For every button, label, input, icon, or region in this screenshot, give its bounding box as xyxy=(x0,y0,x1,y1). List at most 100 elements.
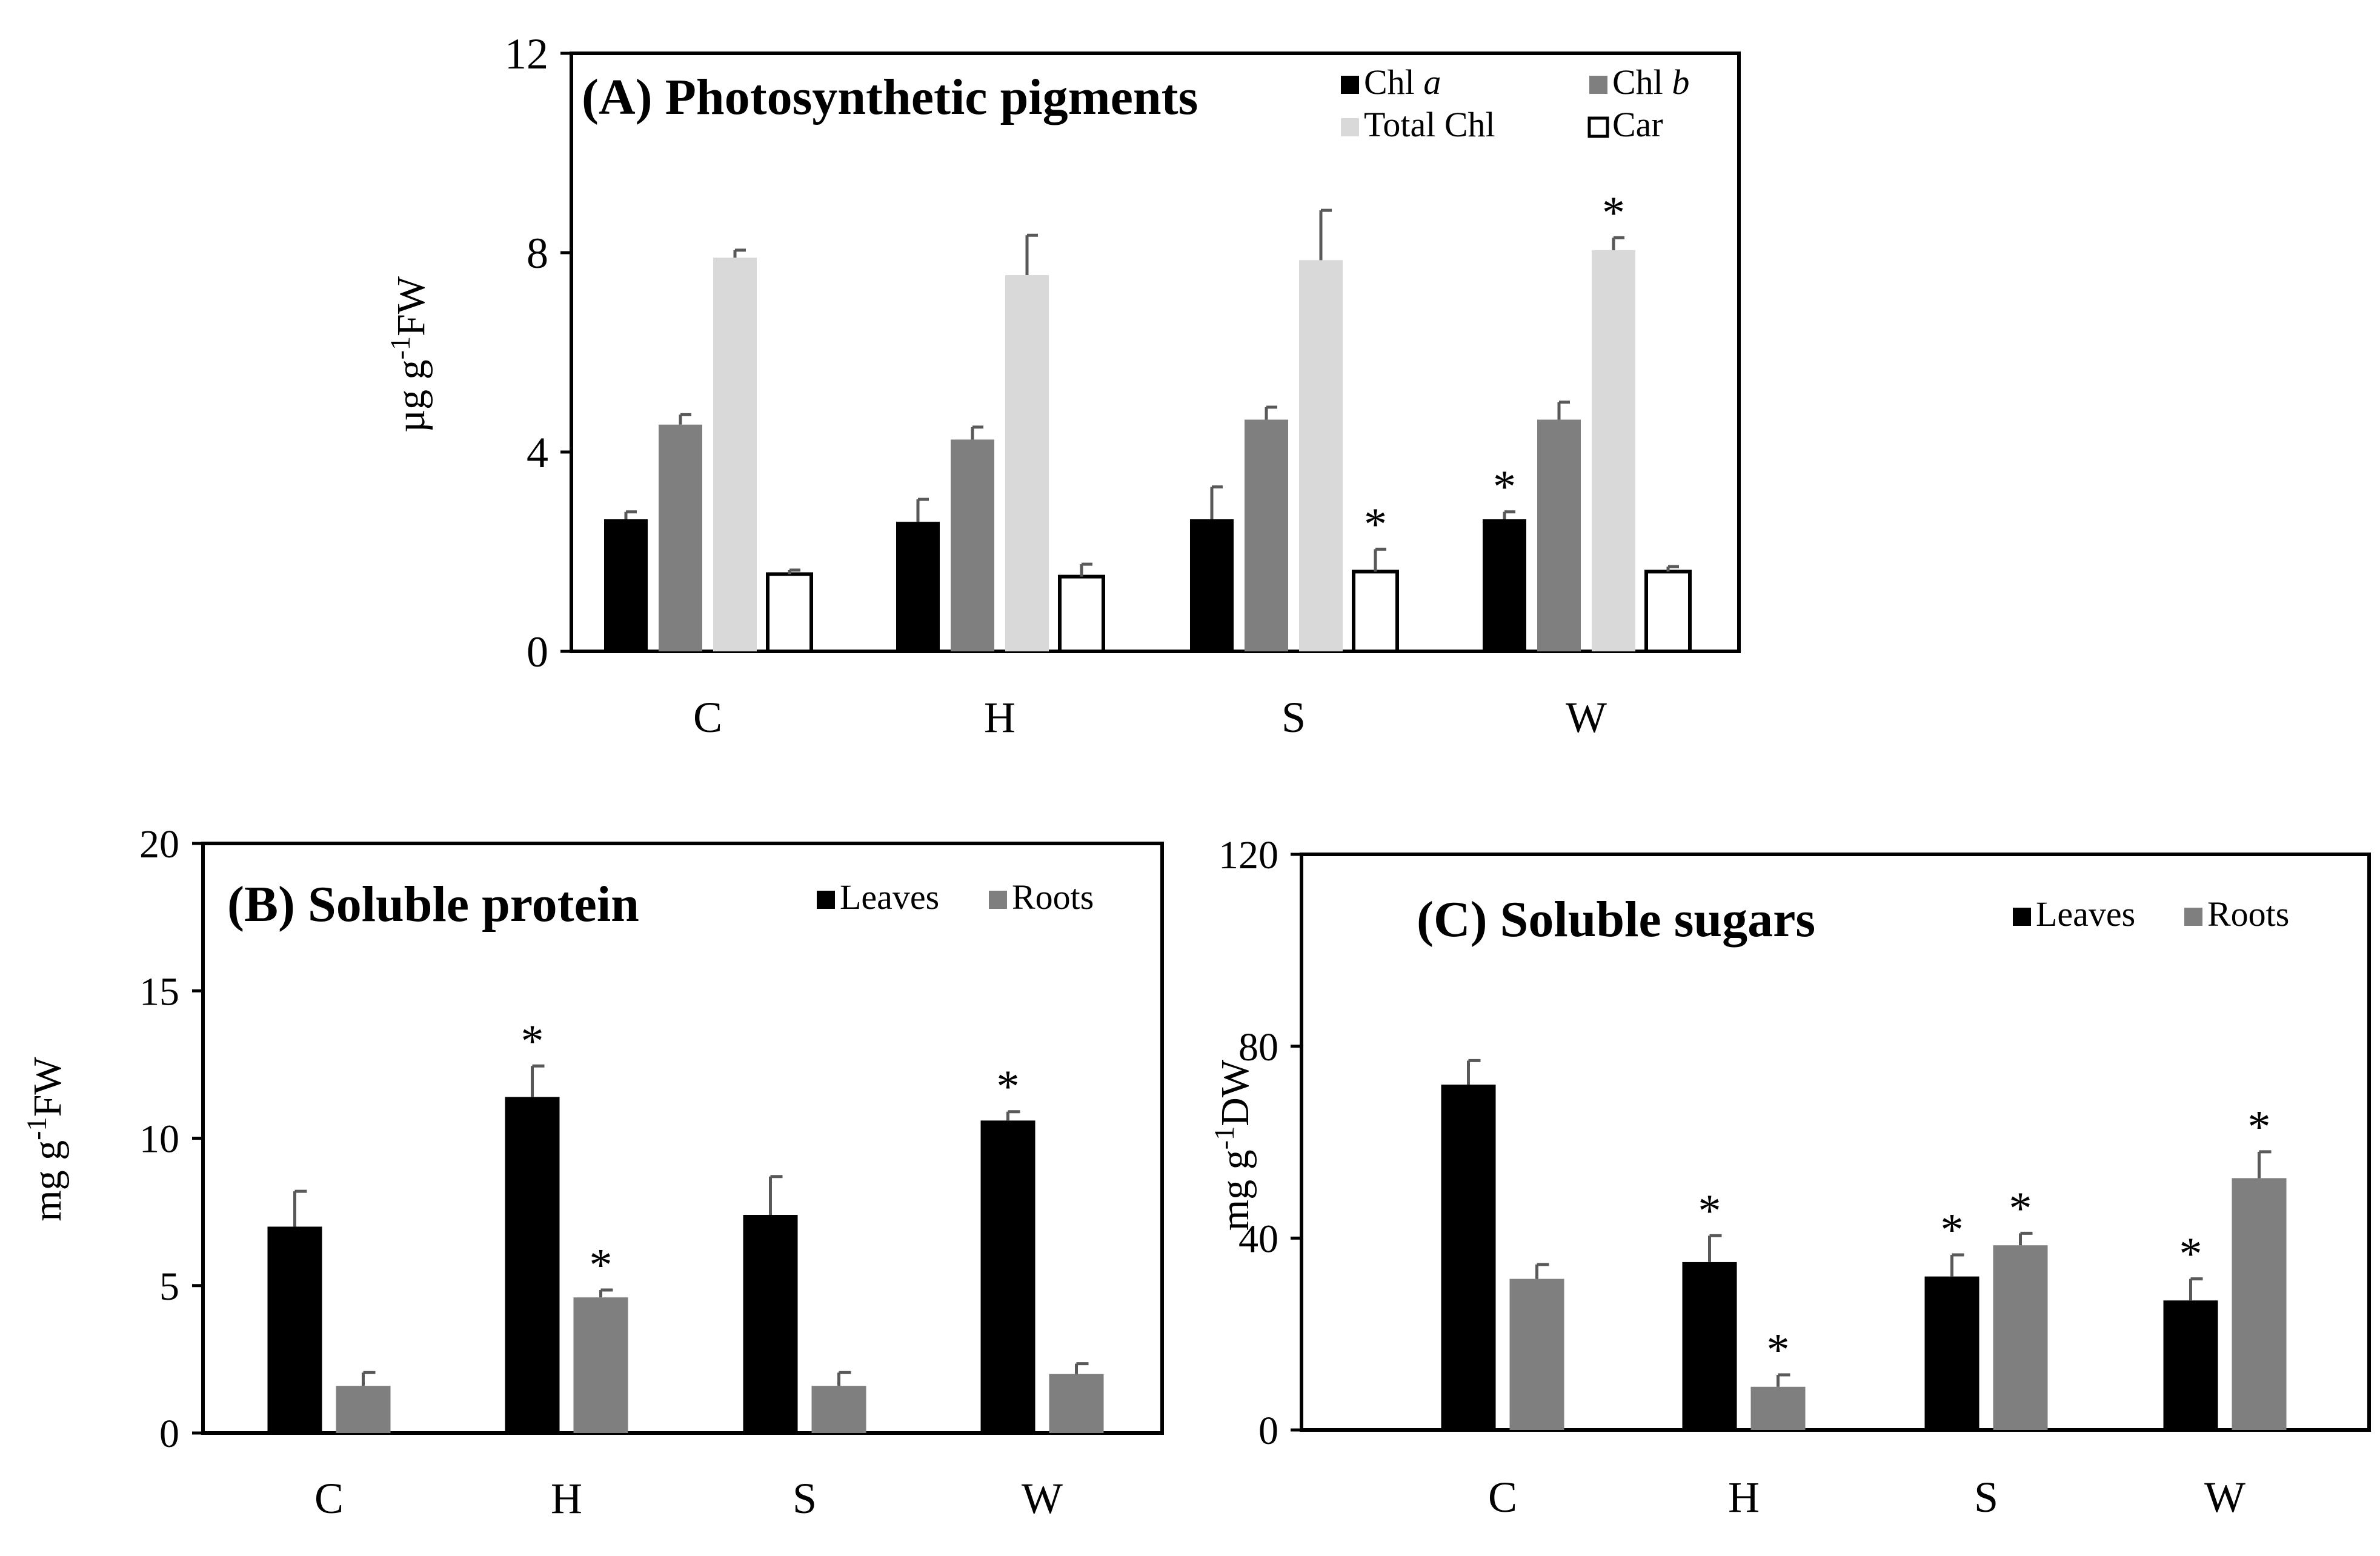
chart-title: (C) Soluble sugars xyxy=(1417,891,1815,948)
legend-label: Leaves xyxy=(840,877,939,917)
bar xyxy=(951,439,994,651)
legend-swatch xyxy=(989,891,1007,909)
legend-label-text: Leaves xyxy=(840,877,939,917)
bar xyxy=(766,572,813,654)
bar xyxy=(896,522,940,651)
x-category-label: C xyxy=(693,693,722,742)
bar xyxy=(1924,1276,1979,1430)
significance-marker: * xyxy=(2179,1229,2202,1280)
bar xyxy=(743,1214,798,1433)
bar xyxy=(1245,419,1288,651)
significance-marker: * xyxy=(1364,499,1387,550)
y-axis-label-tail: DW xyxy=(1213,1059,1257,1126)
legend-label: Leaves xyxy=(2036,894,2135,934)
significance-marker: * xyxy=(1602,187,1625,238)
legend-label-text: Roots xyxy=(1012,877,1094,917)
plot-frame xyxy=(1300,853,2371,1432)
legend-swatch xyxy=(1341,76,1359,94)
legend-label-italic: a xyxy=(1423,62,1441,102)
legend-label-text: Roots xyxy=(2207,894,2289,934)
legend-swatch xyxy=(2013,908,2031,926)
y-axis-label-base: mg g xyxy=(1213,1149,1257,1231)
significance-marker: * xyxy=(2248,1102,2271,1152)
y-axis-label-sup: -1 xyxy=(385,336,416,359)
y-tick-label: 0 xyxy=(159,1412,179,1456)
y-axis-label: mg g-1FW xyxy=(21,1057,70,1222)
legend-label-text: Chl xyxy=(1612,62,1672,102)
legend-label-italic: b xyxy=(1672,62,1689,102)
legend-label: Roots xyxy=(2207,894,2289,934)
x-category-label: W xyxy=(1566,693,1607,742)
bar xyxy=(1299,260,1343,651)
bar xyxy=(1005,275,1049,651)
y-tick-label: 40 xyxy=(1238,1217,1278,1261)
bar xyxy=(1190,519,1234,651)
x-category-label: H xyxy=(1728,1473,1760,1521)
bar xyxy=(1592,250,1635,651)
x-category-label: S xyxy=(793,1474,817,1523)
bar xyxy=(267,1226,322,1433)
legend-label: Chl a xyxy=(1364,62,1441,102)
bar xyxy=(1644,570,1692,654)
bar xyxy=(1352,570,1399,654)
chart-title: (A) Photosynthetic pigments xyxy=(582,69,1198,125)
significance-marker: * xyxy=(1493,462,1516,513)
y-axis-label-sup: -1 xyxy=(1209,1126,1240,1149)
legend-swatch xyxy=(1587,116,1609,138)
y-tick-label: 10 xyxy=(139,1117,179,1162)
y-tick-label: 0 xyxy=(1258,1409,1278,1453)
y-axis-label-sup: -1 xyxy=(21,1117,52,1140)
legend-label: Car xyxy=(1612,105,1663,144)
x-category-label: W xyxy=(1022,1474,1063,1523)
panel-b-protein-chart: 0 5 10 15 20 mg g-1FW (B) Soluble protein C H S W *… xyxy=(21,822,1164,1523)
y-axis-label-base: µg g xyxy=(389,359,433,433)
legend-swatch xyxy=(817,891,835,909)
bar xyxy=(1441,1085,1496,1430)
y-axis-label: µg g-1FW xyxy=(385,276,433,433)
x-category-label: S xyxy=(1974,1473,1998,1521)
y-tick-label: 15 xyxy=(139,969,179,1014)
y-tick-label: 80 xyxy=(1238,1025,1278,1069)
x-category-label: C xyxy=(1488,1473,1517,1521)
legend-swatch xyxy=(1589,76,1607,94)
chart-title: (B) Soluble protein xyxy=(227,876,639,933)
y-tick-label: 8 xyxy=(527,229,548,278)
x-category-label: C xyxy=(314,1474,344,1523)
legend-label-text: Car xyxy=(1612,105,1663,144)
bar xyxy=(1049,1374,1104,1433)
legend-label: Chl b xyxy=(1612,62,1689,102)
x-category-label: H xyxy=(984,693,1015,742)
y-tick-label: 5 xyxy=(159,1265,179,1309)
legend-label: Total Chl xyxy=(1364,105,1495,144)
bar xyxy=(1058,574,1105,653)
legend-swatch xyxy=(1341,118,1359,136)
bar xyxy=(2232,1178,2287,1430)
significance-marker: * xyxy=(1941,1205,1964,1255)
x-category-label: H xyxy=(551,1474,582,1523)
y-tick-label: 0 xyxy=(527,628,548,676)
significance-marker: * xyxy=(521,1016,544,1066)
bar xyxy=(2163,1300,2218,1430)
y-tick-label: 120 xyxy=(1218,833,1278,877)
bar xyxy=(1993,1245,2048,1430)
bar xyxy=(1750,1386,1806,1430)
plot-frame xyxy=(570,52,1741,653)
x-category-label: S xyxy=(1281,693,1306,742)
bar xyxy=(811,1386,866,1433)
legend-label-text: Leaves xyxy=(2036,894,2135,934)
x-category-label: W xyxy=(2204,1473,2245,1521)
significance-marker: * xyxy=(1767,1325,1790,1375)
legend-label-text: Chl xyxy=(1364,62,1423,102)
y-axis-label-tail: FW xyxy=(25,1057,70,1117)
y-tick-label: 12 xyxy=(505,30,548,78)
y-axis-label: mg g-1DW xyxy=(1209,1059,1257,1231)
legend-label-text: Total Chl xyxy=(1364,105,1495,144)
bar xyxy=(505,1097,560,1433)
significance-marker: * xyxy=(590,1240,613,1291)
bar xyxy=(980,1120,1035,1433)
y-tick-label: 20 xyxy=(139,822,179,866)
bar xyxy=(659,424,702,651)
significance-marker: * xyxy=(1698,1185,1721,1236)
y-tick-label: 4 xyxy=(527,428,548,477)
